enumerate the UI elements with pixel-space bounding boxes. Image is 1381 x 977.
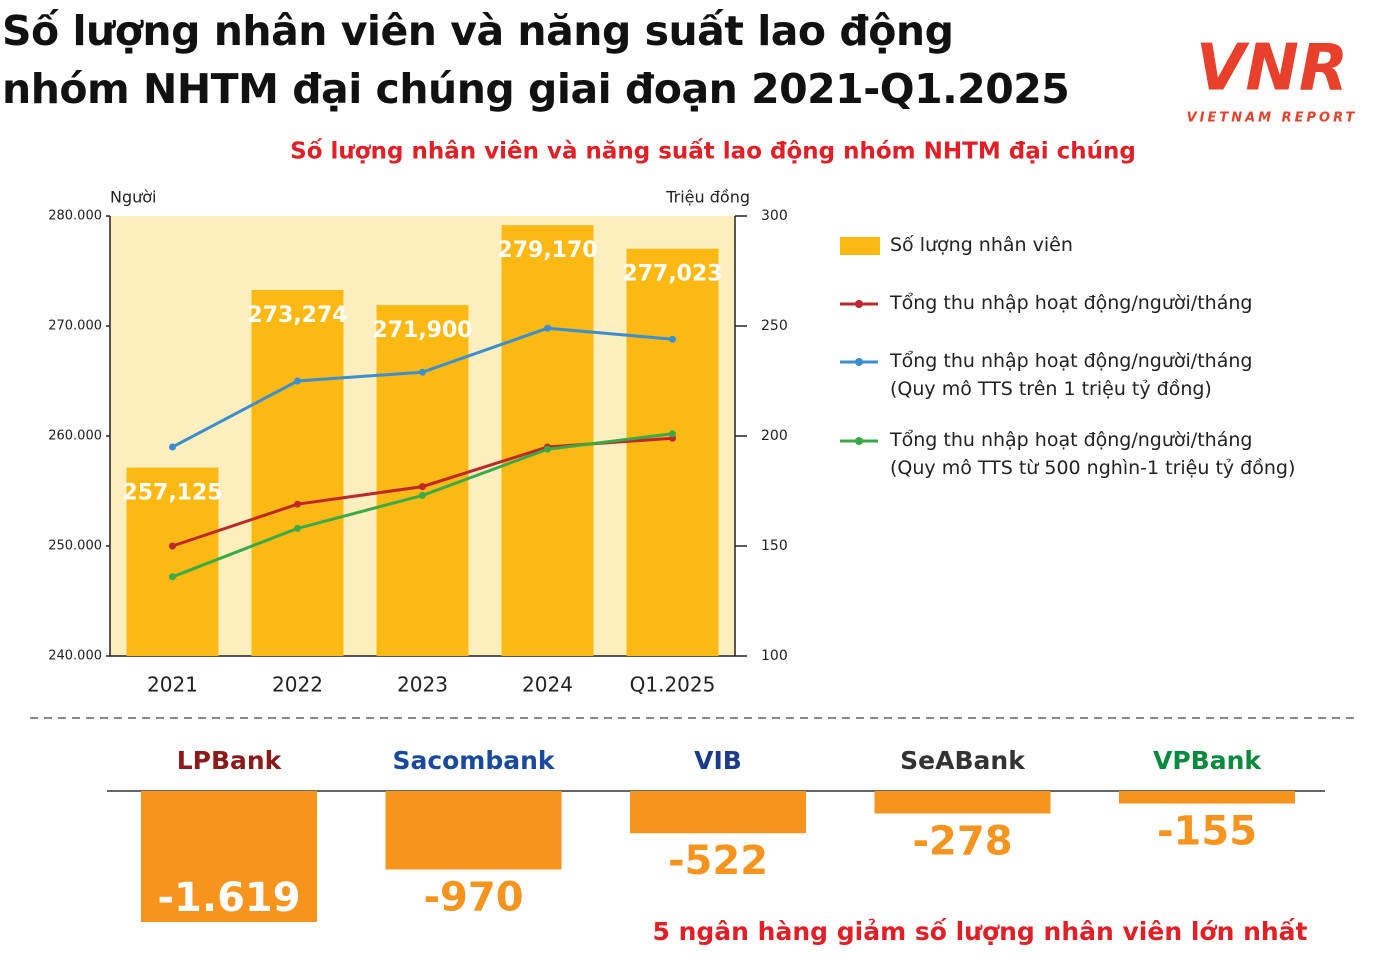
bar <box>385 791 562 870</box>
category-label: LPBank <box>177 746 283 775</box>
y-tick-label: 240.000 <box>48 649 102 664</box>
point <box>169 443 176 451</box>
bar <box>141 791 317 922</box>
y-tick-label: 280.000 <box>48 209 102 224</box>
y-tick-label: 260.000 <box>48 429 102 444</box>
point <box>544 445 551 453</box>
chart-title: 5 ngân hàng giảm số lượng nhân viên lớn … <box>653 917 1308 946</box>
value-label: 273,274 <box>247 303 347 328</box>
category-label: VIB <box>694 746 742 775</box>
legend-swatch <box>855 300 863 308</box>
y2-tick-label: 150 <box>761 538 788 554</box>
chart-title: Số lượng nhân viên và năng suất lao động… <box>290 138 1136 165</box>
point <box>294 524 301 532</box>
value-label: -522 <box>668 838 768 884</box>
value-label: -1.619 <box>157 875 300 921</box>
point <box>169 542 176 550</box>
bar <box>626 248 719 656</box>
legend-label: Số lượng nhân viên <box>890 234 1073 256</box>
page-title: Số lượng nhân viên và năng suất lao động… <box>2 7 1070 113</box>
bar <box>1119 791 1295 804</box>
y2-tick-label: 100 <box>761 648 788 664</box>
x-tick-label: 2023 <box>397 673 448 697</box>
legend-label: Tổng thu nhập hoạt động/người/tháng <box>890 292 1253 314</box>
y2-axis-label: Triệu đồng <box>665 188 750 207</box>
point <box>294 377 301 385</box>
value-label: 277,023 <box>622 262 722 287</box>
x-tick-label: Q1.2025 <box>630 673 716 697</box>
bar <box>126 467 219 656</box>
x-tick-label: 2022 <box>272 673 323 697</box>
legend-label: Tổng thu nhập hoạt động/người/tháng (Quy… <box>890 350 1253 400</box>
y2-tick-label: 200 <box>761 428 788 444</box>
value-label: -155 <box>1157 809 1257 855</box>
bar <box>874 791 1051 814</box>
value-label: -970 <box>423 874 523 920</box>
point <box>294 500 301 508</box>
value-label: 279,170 <box>497 238 597 263</box>
bar <box>630 791 806 834</box>
bar <box>251 289 344 656</box>
category-label: Sacombank <box>392 746 555 775</box>
legend-label: Tổng thu nhập hoạt động/người/tháng (Quy… <box>890 429 1296 479</box>
point <box>544 324 551 332</box>
x-tick-label: 2024 <box>522 673 573 697</box>
y2-tick-label: 250 <box>761 318 788 334</box>
legend-swatch <box>840 237 880 255</box>
point <box>669 335 676 343</box>
legend-swatch <box>855 437 863 445</box>
legend-swatch <box>855 358 863 366</box>
y-tick-label: 270.000 <box>48 319 102 334</box>
bar <box>501 225 594 656</box>
point <box>419 491 426 499</box>
value-label: 271,900 <box>372 318 472 343</box>
y-axis-label: Người <box>110 188 157 207</box>
point <box>419 483 426 491</box>
value-label: -278 <box>912 818 1012 864</box>
logo-subtitle: VIETNAM REPORT <box>1187 111 1358 126</box>
category-label: VPBank <box>1153 746 1262 775</box>
x-tick-label: 2021 <box>147 673 198 697</box>
bar <box>376 305 469 656</box>
value-label: 257,125 <box>122 481 222 506</box>
category-label: SeABank <box>900 746 1026 775</box>
y2-tick-label: 300 <box>761 208 788 224</box>
logo: VNR <box>1196 32 1348 106</box>
point <box>169 573 176 581</box>
point <box>419 368 426 376</box>
point <box>669 430 676 438</box>
y-tick-label: 250.000 <box>48 539 102 554</box>
